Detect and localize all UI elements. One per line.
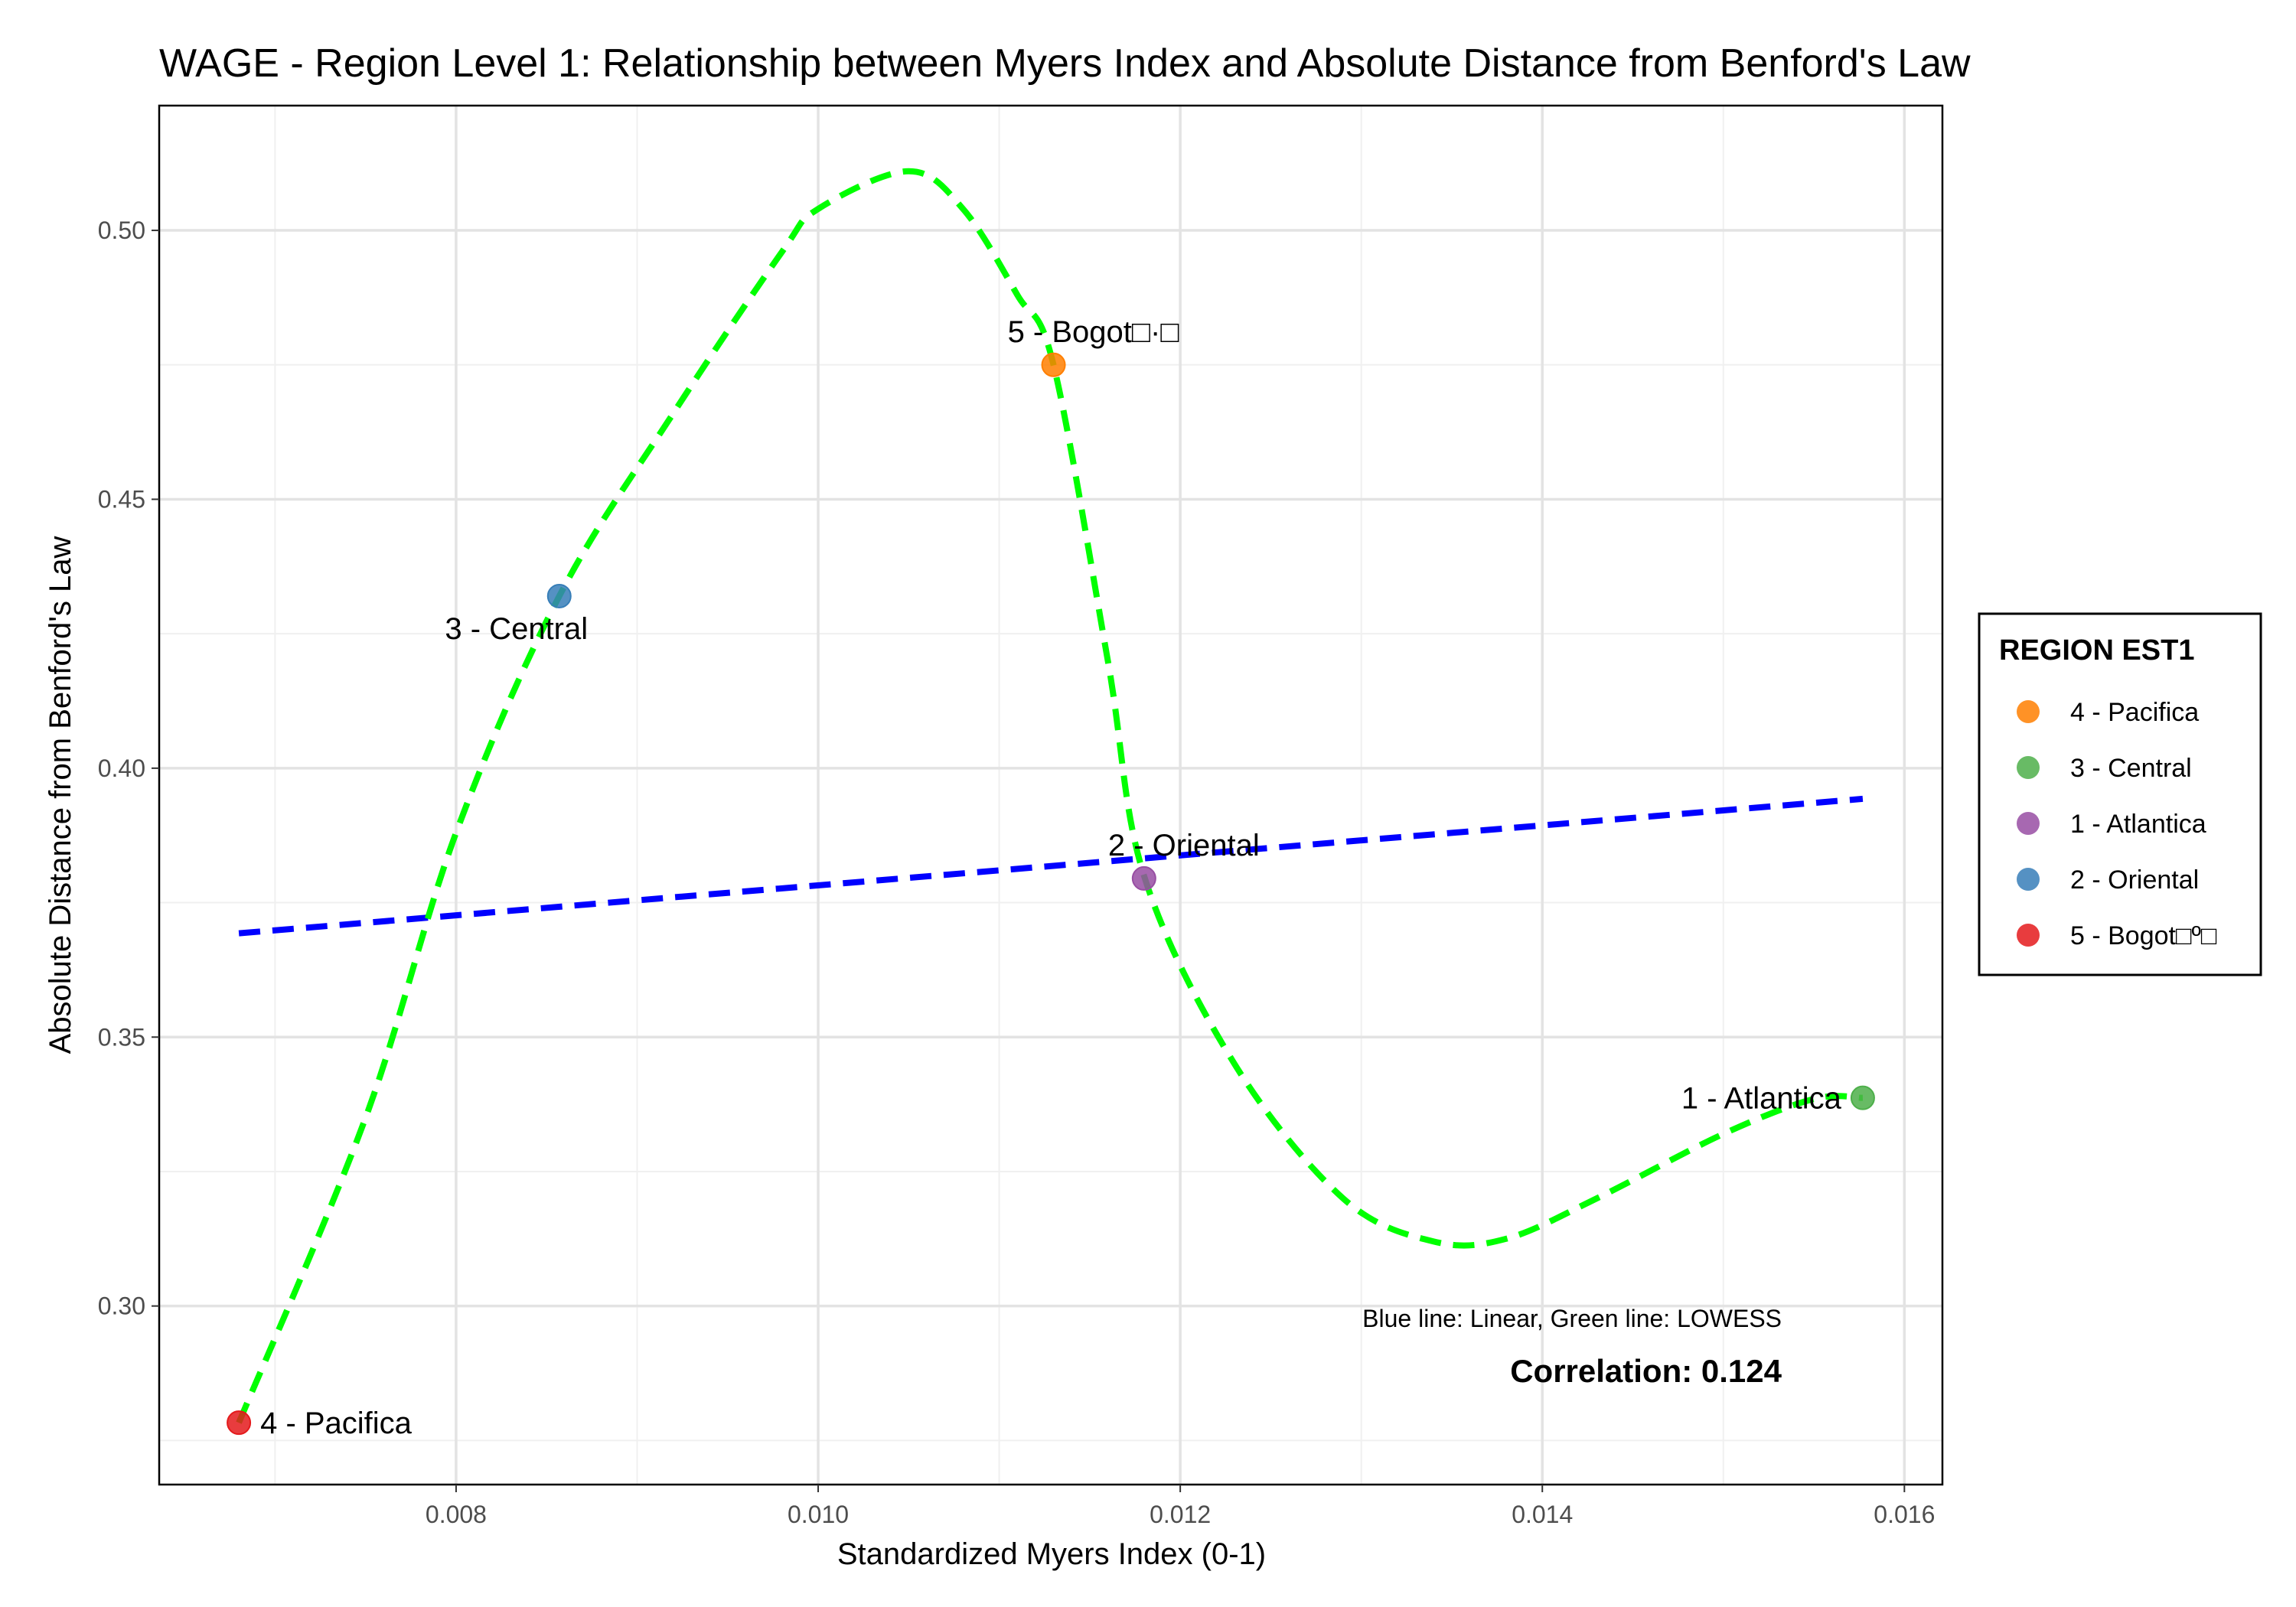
data-point xyxy=(1850,1085,1875,1110)
y-tick-label: 0.50 xyxy=(98,217,145,244)
y-tick-label: 0.40 xyxy=(98,755,145,782)
x-tick-label: 0.014 xyxy=(1512,1501,1573,1528)
lowess-fit-line xyxy=(236,168,1864,1424)
legend-label: 4 - Pacifica xyxy=(2070,698,2199,727)
plot-area xyxy=(159,106,1942,1485)
legend-swatch xyxy=(2017,700,2040,723)
y-tick-label: 0.35 xyxy=(98,1023,145,1051)
x-tick-label: 0.008 xyxy=(426,1501,487,1528)
y-tick-label: 0.30 xyxy=(98,1292,145,1320)
x-tick-label: 0.010 xyxy=(788,1501,849,1528)
legend-title: REGION EST1 xyxy=(1999,634,2195,667)
point-label: 4 - Pacifica xyxy=(260,1407,413,1440)
axis-ticks: 0.008 0.010 0.012 0.014 0.016 0.30 0.35 0.40 0.4… xyxy=(98,217,1936,1528)
data-points: 4 - Pacifica 3 - Central 5 - Bogot□·□ 2 - O… xyxy=(227,315,1875,1440)
x-axis-title: Standardized Myers Index (0-1) xyxy=(837,1537,1266,1571)
legend-swatch xyxy=(2017,924,2040,947)
grid-lines xyxy=(159,106,1942,1485)
point-label: 3 - Central xyxy=(445,612,588,646)
point-label: 2 - Oriental xyxy=(1108,829,1260,862)
x-tick-label: 0.016 xyxy=(1874,1501,1935,1528)
x-tick-label: 0.012 xyxy=(1150,1501,1211,1528)
fit-note: Blue line: Linear, Green line: LOWESS xyxy=(1362,1305,1782,1332)
legend-label: 5 - Bogot□º□ xyxy=(2070,921,2217,950)
legend-label: 3 - Central xyxy=(2070,754,2192,783)
legend-swatch xyxy=(2017,812,2040,835)
data-point xyxy=(227,1410,252,1436)
correlation-label: Correlation: 0.124 xyxy=(1510,1353,1782,1389)
point-label: 1 - Atlantica xyxy=(1681,1082,1842,1116)
y-tick-label: 0.45 xyxy=(98,485,145,513)
legend-entries: 4 - Pacifica 3 - Central 1 - Atlantica 2 - … xyxy=(2017,698,2217,950)
legend-swatch xyxy=(2017,756,2040,779)
point-label: 5 - Bogot□·□ xyxy=(1008,315,1179,349)
legend-label: 2 - Oriental xyxy=(2070,865,2199,895)
legend: REGION EST1 4 - Pacifica 3 - Central 1 - A… xyxy=(1978,612,2262,976)
linear-fit-line xyxy=(238,795,1864,937)
data-point xyxy=(1131,865,1156,891)
legend-box xyxy=(1978,612,2262,976)
data-point xyxy=(1041,352,1066,377)
fit-lines xyxy=(236,168,1864,1424)
chart-title: WAGE - Region Level 1: Relationship betw… xyxy=(159,41,1971,86)
data-point xyxy=(546,583,572,608)
plot-border xyxy=(158,104,1944,1486)
y-axis-title: Absolute Distance from Benford's Law xyxy=(44,536,77,1054)
legend-label: 1 - Atlantica xyxy=(2070,810,2206,839)
legend-swatch xyxy=(2017,868,2040,891)
